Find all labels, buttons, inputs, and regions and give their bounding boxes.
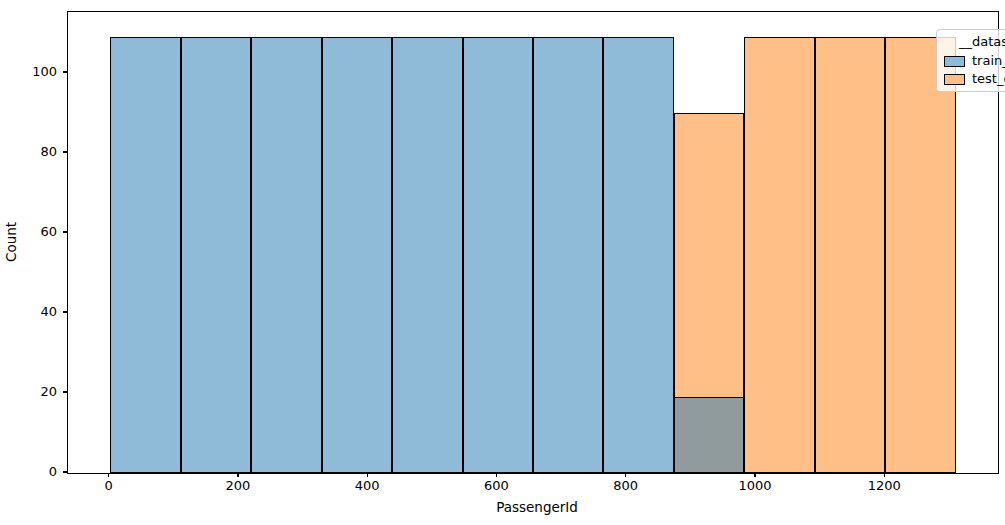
overlap-bar — [674, 397, 744, 473]
train_data-bar — [181, 37, 251, 473]
y-tick-label: 20 — [1, 385, 57, 399]
legend-swatch-icon — [944, 74, 965, 85]
x-tick-label: 0 — [79, 479, 139, 493]
x-tick-label: 1000 — [725, 479, 785, 493]
y-tick-label: 100 — [1, 65, 57, 79]
legend: __dataset__ train_data test_data — [936, 29, 1005, 92]
x-tick-mark — [237, 473, 238, 477]
x-tick-label: 400 — [337, 479, 397, 493]
x-tick-mark — [625, 473, 626, 477]
legend-label: test_data — [972, 72, 1005, 86]
legend-entry-train_data: train_data — [944, 54, 1005, 68]
legend-swatch-icon — [944, 56, 965, 67]
train_data-bar — [322, 37, 392, 473]
x-tick-mark — [754, 473, 755, 477]
train_data-bar — [110, 37, 180, 473]
x-tick-label: 200 — [208, 479, 268, 493]
x-tick-mark — [108, 473, 109, 477]
y-tick-mark — [63, 231, 67, 232]
legend-entry-test_data: test_data — [944, 72, 1005, 86]
test_data-bar — [744, 37, 814, 473]
y-tick-mark — [63, 71, 67, 72]
legend-entries: train_data test_data — [944, 54, 1005, 86]
x-tick-label: 800 — [596, 479, 656, 493]
test_data-bar — [885, 37, 955, 473]
train_data-bar — [533, 37, 603, 473]
x-tick-label: 600 — [466, 479, 526, 493]
y-tick-mark — [63, 151, 67, 152]
histogram-figure: __dataset__ train_datatest_data 02040608… — [0, 0, 1005, 525]
y-tick-mark — [63, 391, 67, 392]
y-axis-label: Count — [3, 142, 19, 342]
legend-title: __dataset__ — [944, 33, 1005, 50]
test_data-bar — [815, 37, 885, 473]
train_data-bar — [392, 37, 462, 473]
x-tick-mark — [884, 473, 885, 477]
y-tick-mark — [63, 311, 67, 312]
train_data-bar — [603, 37, 673, 473]
x-tick-mark — [496, 473, 497, 477]
train_data-bar — [251, 37, 321, 473]
legend-label: train_data — [972, 54, 1005, 68]
y-tick-mark — [63, 471, 67, 472]
x-tick-mark — [367, 473, 368, 477]
train_data-bar — [463, 37, 533, 473]
x-tick-label: 1200 — [854, 479, 914, 493]
plot-area: __dataset__ train_datatest_data — [67, 11, 999, 474]
x-axis-label: PassengerId — [437, 499, 637, 515]
y-tick-label: 0 — [1, 465, 57, 479]
